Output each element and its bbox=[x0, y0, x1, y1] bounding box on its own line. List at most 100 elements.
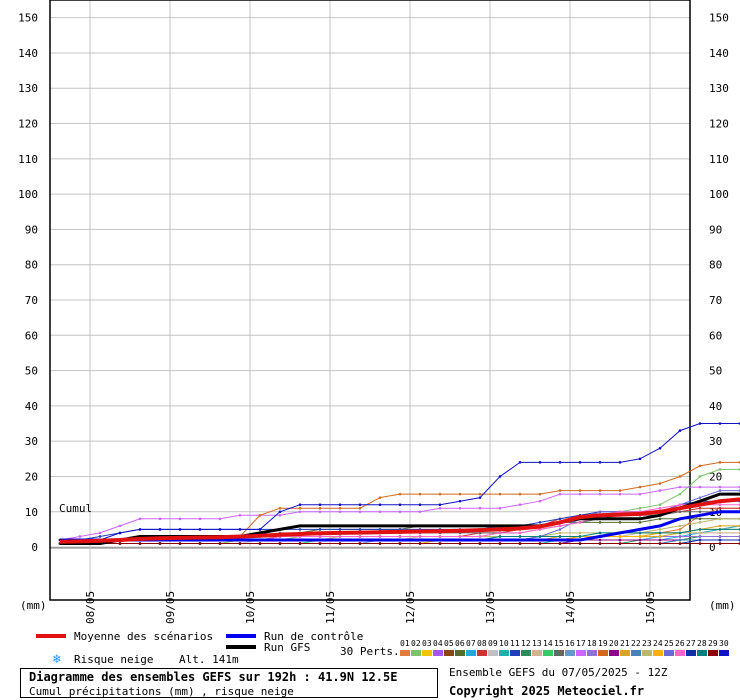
perturbation-legend-label-20: 20 bbox=[609, 639, 619, 648]
y-tick-left-100: 100 bbox=[18, 188, 38, 201]
perturbation-point-29-23 bbox=[518, 542, 522, 545]
perturbation-point-08-32 bbox=[698, 506, 702, 510]
perturbation-point-28-22 bbox=[498, 535, 502, 538]
perturbation-point-01-31 bbox=[678, 528, 682, 531]
perturbation-legend-label-30: 30 bbox=[719, 639, 729, 648]
perturbation-legend-label-23: 23 bbox=[642, 639, 652, 648]
run-info: Ensemble GEFS du 07/05/2025 - 12Z bbox=[449, 666, 668, 679]
y-tick-left-130: 130 bbox=[18, 82, 38, 95]
perturbation-point-17-24 bbox=[538, 499, 542, 503]
perturbation-point-17-5 bbox=[158, 517, 162, 521]
perturbation-point-29-4 bbox=[138, 542, 142, 545]
perturbation-point-26-21 bbox=[478, 535, 482, 538]
perturbation-point-28-26 bbox=[578, 535, 582, 538]
perturbation-point-30-20 bbox=[458, 499, 462, 503]
y-tick-right-150: 150 bbox=[709, 12, 729, 25]
perturbation-point-17-7 bbox=[198, 517, 202, 521]
perturbation-point-28-27 bbox=[598, 531, 602, 535]
perturbation-point-30-26 bbox=[578, 461, 582, 464]
perturbation-29 bbox=[58, 542, 740, 545]
perturbation-legend-label-19: 19 bbox=[598, 639, 608, 648]
perturbation-point-17-4 bbox=[138, 517, 142, 521]
perturbation-point-19-18 bbox=[418, 492, 422, 496]
y-tick-right-80: 80 bbox=[709, 259, 722, 272]
perturbation-legend-label-13: 13 bbox=[532, 639, 542, 648]
perturbation-point-17-16 bbox=[378, 510, 382, 514]
perturbation-legend-label-22: 22 bbox=[631, 639, 641, 648]
perturbation-legend-swatch-17 bbox=[576, 650, 586, 656]
perturbation-point-19-13 bbox=[318, 506, 322, 510]
perturbation-legend-label-28: 28 bbox=[697, 639, 707, 648]
perturbation-point-30-23 bbox=[518, 461, 522, 464]
perturbation-point-29-6 bbox=[178, 542, 182, 545]
chart-subtitle: Cumul précipitations (mm) , risque neige bbox=[29, 685, 294, 698]
perturbation-lines bbox=[58, 422, 740, 545]
perturbation-point-13-32 bbox=[698, 531, 702, 535]
x-tick-11/05: 11/05 bbox=[324, 591, 337, 624]
legend-control-label: Run de contrôle bbox=[264, 630, 363, 643]
perturbation-legend-swatch-04 bbox=[433, 650, 443, 656]
y-tick-left-70: 70 bbox=[25, 294, 38, 307]
perturbation-point-29-12 bbox=[298, 542, 302, 545]
perturbation-legend-label-16: 16 bbox=[565, 639, 575, 648]
perturbation-point-17-9 bbox=[238, 513, 242, 517]
perturbation-legend-label-21: 21 bbox=[620, 639, 630, 648]
perturbation-point-11-25 bbox=[558, 517, 562, 521]
perturbation-point-17-8 bbox=[218, 517, 222, 521]
perturbation-legend-label-08: 08 bbox=[477, 639, 487, 648]
perturbation-point-28-23 bbox=[518, 535, 522, 538]
perturbation-legend-label-06: 06 bbox=[455, 639, 465, 648]
perturbation-point-30-3 bbox=[118, 531, 122, 535]
x-tick-10/05: 10/05 bbox=[244, 591, 257, 624]
perturbation-point-20-29 bbox=[638, 538, 642, 542]
y-tick-right-0: 0 bbox=[709, 541, 716, 554]
perturbation-point-26-33 bbox=[718, 503, 722, 507]
y-axis-left: 0 10 20 30 40 50 60 70 80 90 100 110 120 130 140 150 bbox=[18, 12, 38, 554]
perturbation-point-17-29 bbox=[638, 492, 642, 496]
perturbation-point-30-7 bbox=[198, 528, 202, 531]
y-tick-right-70: 70 bbox=[709, 294, 722, 307]
perturbation-point-28-32 bbox=[698, 528, 702, 531]
x-axis: 08/05 09/05 10/05 11/05 12/05 13/05 14/05 15/05 bbox=[84, 591, 657, 624]
perturbation-point-26-19 bbox=[438, 535, 442, 538]
perturbation-point-29-32 bbox=[698, 542, 702, 545]
perturbation-point-19-11 bbox=[278, 506, 282, 510]
perturbation-19 bbox=[58, 461, 740, 542]
perturbation-legend-label-29: 29 bbox=[708, 639, 718, 648]
perturbation-point-17-32 bbox=[698, 485, 702, 489]
perturbation-point-30-25 bbox=[558, 461, 562, 464]
plot-frame bbox=[49, 0, 691, 601]
perturbation-legend-swatch-11 bbox=[510, 650, 520, 656]
perturbation-point-30-30 bbox=[658, 446, 662, 450]
perturbation-point-26-20 bbox=[458, 535, 462, 538]
perturbation-legend-swatch-21 bbox=[620, 650, 630, 656]
perturbation-point-30-11 bbox=[278, 510, 282, 514]
perturbation-point-24-29 bbox=[638, 535, 642, 538]
perturbation-point-20-27 bbox=[598, 538, 602, 542]
perturbation-point-17-6 bbox=[178, 517, 182, 521]
perturbation-point-18-32 bbox=[698, 535, 702, 538]
perturbation-legend-swatch-23 bbox=[642, 650, 652, 656]
perturbation-point-19-28 bbox=[618, 489, 622, 492]
y-tick-left-0: 0 bbox=[31, 541, 38, 554]
perturbation-point-11-15 bbox=[358, 528, 362, 531]
perturbation-point-06-27 bbox=[598, 521, 602, 524]
perturbation-point-30-15 bbox=[358, 503, 362, 507]
y-axis-label-left: (mm) bbox=[20, 599, 47, 612]
perturbation-point-28-31 bbox=[678, 531, 682, 535]
perturbation-legend-label-10: 10 bbox=[499, 639, 509, 648]
perturbation-point-26-24 bbox=[538, 528, 542, 531]
x-tick-14/05: 14/05 bbox=[564, 591, 577, 624]
perturbation-legend-swatch-05 bbox=[444, 650, 454, 656]
perturbation-point-06-28 bbox=[618, 521, 622, 524]
perturbation-point-30-22 bbox=[498, 475, 502, 478]
perturbation-point-29-11 bbox=[278, 542, 282, 545]
legend-snow-label: Risque neige bbox=[74, 653, 153, 666]
perturbation-legend-swatch-07 bbox=[466, 650, 476, 656]
y-tick-right-90: 90 bbox=[709, 223, 722, 236]
perturbation-legend-swatch-28 bbox=[697, 650, 707, 656]
y-tick-left-40: 40 bbox=[25, 400, 38, 413]
perturbation-14 bbox=[58, 535, 740, 545]
y-tick-left-30: 30 bbox=[25, 435, 38, 448]
